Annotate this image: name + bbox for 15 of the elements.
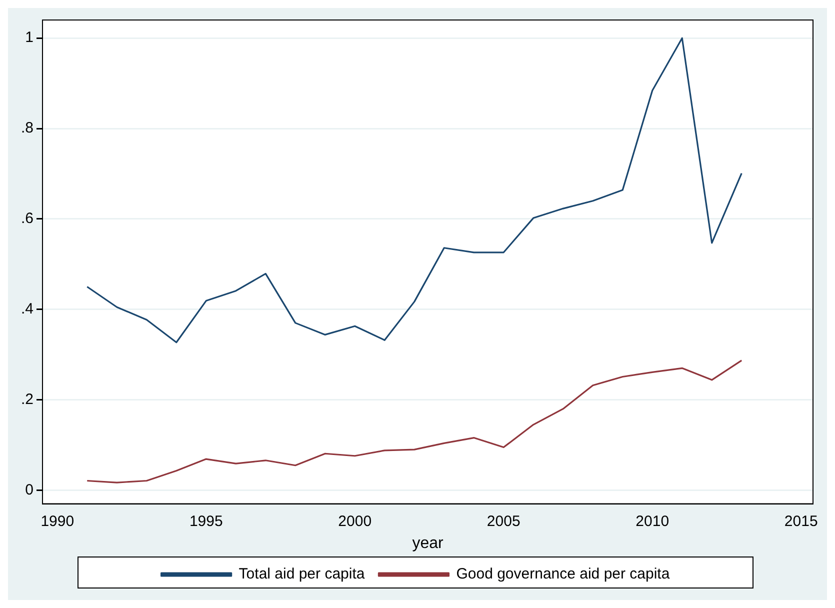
y-tick-label: 0: [25, 481, 34, 498]
x-tick-label: 1995: [189, 512, 223, 530]
y-tick-label: .6: [20, 210, 34, 228]
x-tick-label: 2000: [338, 512, 372, 530]
x-tick-label: 2005: [486, 512, 520, 530]
x-axis-title: year: [412, 534, 444, 552]
x-tick-label: 1990: [40, 512, 74, 530]
y-tick-label: .8: [20, 120, 34, 137]
x-tick-label: 2015: [784, 512, 818, 530]
x-tick-label: 2010: [636, 512, 670, 530]
y-tick-label: .2: [20, 390, 34, 408]
y-tick-label: 1: [25, 29, 34, 46]
legend-label: Good governance aid per capita: [456, 566, 670, 583]
legend-label: Total aid per capita: [238, 566, 366, 583]
y-tick-label: .4: [20, 300, 34, 318]
